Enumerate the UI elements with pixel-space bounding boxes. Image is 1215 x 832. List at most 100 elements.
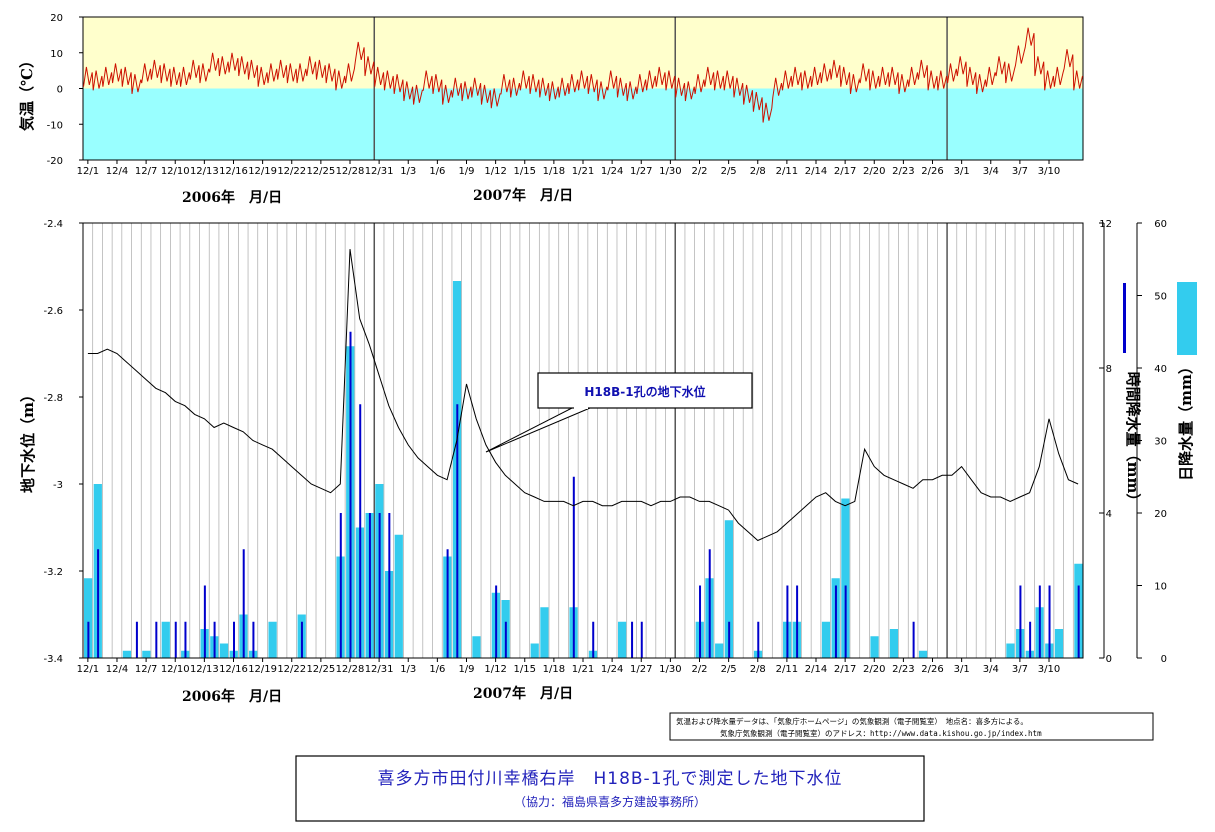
gw-y-tick-label: -2.4 <box>43 219 63 230</box>
hourly-precip-bar <box>388 513 391 658</box>
temp-y-tick-label: 20 <box>50 13 63 24</box>
gw-x-tick-label: 12/22 <box>277 664 306 675</box>
gw-x-tick-label: 1/30 <box>659 664 681 675</box>
daily-tick-label: 40 <box>1154 364 1167 375</box>
gw-y-tick-label: -3 <box>53 480 63 491</box>
gw-day-gridlines <box>92 223 1074 658</box>
temp-year-label-2007: 2007年 月/日 <box>473 187 573 204</box>
hourly-precip-bar <box>572 476 575 658</box>
temp-x-tick-label: 3/10 <box>1038 166 1060 177</box>
hourly-precip-bar <box>912 621 915 658</box>
temperature-line <box>83 27 1083 123</box>
daily-precip-bar <box>219 643 229 658</box>
temp-x-tick-label: 2/20 <box>863 166 885 177</box>
daily-precip-bar <box>1054 629 1064 658</box>
gw-x-tick-label: 1/9 <box>458 664 474 675</box>
temp-x-tick-label: 12/19 <box>248 166 277 177</box>
gw-x-tick-label: 2/14 <box>805 664 827 675</box>
temp-x-tick-label: 12/25 <box>306 166 335 177</box>
temp-below-zero-band <box>83 88 1083 160</box>
gw-y-tick-label: -3.4 <box>43 654 63 665</box>
hourly-precip-bar <box>233 621 235 658</box>
daily-tick-label: 30 <box>1154 437 1167 448</box>
gw-x-tick-label: 2/2 <box>691 664 707 675</box>
daily-precip-bar <box>715 643 724 658</box>
gw-x-tick-label: 1/18 <box>543 664 565 675</box>
hourly-precip-bar <box>184 621 187 658</box>
daily-precip-bar <box>617 621 627 658</box>
hourly-precip-bar <box>135 621 138 658</box>
gw-x-tick-label: 12/10 <box>161 664 190 675</box>
daily-tick-label: 0 <box>1161 654 1167 665</box>
gw-x-tick-label: 2/8 <box>750 664 766 675</box>
hourly-precip-bar <box>446 549 449 658</box>
daily-precip-bar <box>870 636 879 658</box>
temp-x-tick-label: 1/9 <box>458 166 474 177</box>
temp-x-tick-label: 1/18 <box>543 166 565 177</box>
gw-x-tick-label: 1/27 <box>630 664 652 675</box>
note-line-1: 気温および降水量データは、「気象庁ホームページ」の気象観測（電子閲覧室） 地点名… <box>676 716 1028 726</box>
temp-x-tick-label: 2/17 <box>834 166 856 177</box>
gw-x-tick-label: 2/20 <box>863 664 885 675</box>
gw-x-tick-label: 12/16 <box>219 664 248 675</box>
gw-x-tick-label: 2/5 <box>721 664 737 675</box>
temp-x-tick-label: 2/11 <box>776 166 798 177</box>
gw-x-tick-label: 12/31 <box>365 664 394 675</box>
daily-axis-label: 日降水量（mm） <box>1177 359 1195 481</box>
daily-precip-bar <box>540 607 549 658</box>
gw-y-axis-label: 地下水位（m） <box>19 387 37 493</box>
chart-subtitle: （協力：福島県喜多方建設事務所） <box>514 794 706 809</box>
gw-x-tick-label: 1/15 <box>514 664 536 675</box>
temp-x-tick-label: 12/1 <box>77 166 99 177</box>
hourly-precip-bar <box>1038 585 1041 658</box>
hourly-precip-bar <box>87 621 90 658</box>
chart-title: 喜多方市田付川幸橋右岸 H18B-1孔で測定した地下水位 <box>377 769 842 789</box>
hourly-axis-label: 時間降水量（mm） <box>1124 372 1142 509</box>
temp-x-tick-label: 12/13 <box>190 166 219 177</box>
temp-y-tick-label: -10 <box>47 120 63 131</box>
gw-x-tick-label: 1/21 <box>572 664 594 675</box>
hourly-precip-bar <box>796 585 799 658</box>
temp-x-tick-label: 2/26 <box>921 166 943 177</box>
daily-precip-bar <box>724 520 733 658</box>
hourly-precip-bar <box>359 404 362 658</box>
data-source-note: 気温および降水量データは、「気象庁ホームページ」の気象観測（電子閲覧室） 地点名… <box>669 712 1154 741</box>
temp-x-tick-label: 12/16 <box>219 166 248 177</box>
gw-x-tick-label: 12/4 <box>106 664 128 675</box>
hourly-precip-bar <box>203 585 206 658</box>
gw-x-tick-label: 3/7 <box>1012 664 1028 675</box>
temp-x-tick-label: 1/27 <box>630 166 652 177</box>
hourly-tick-label: 8 <box>1106 364 1112 375</box>
temp-y-axis-label: 気温（℃） <box>18 53 36 131</box>
hourly-legend-swatch <box>1123 283 1126 353</box>
groundwater-panel: -2.4 -2.6 -2.8 -3 -3.2 -3.4 12/1 12/4 12/7 12/10… <box>19 219 1197 705</box>
gw-plot-background <box>83 223 1083 658</box>
gw-x-tick-label: 12/28 <box>336 664 365 675</box>
hourly-precip-bar <box>844 585 847 658</box>
hourly-precip-bar <box>504 621 507 658</box>
daily-tick-label: 60 <box>1154 219 1167 230</box>
temp-x-tick-label: 12/22 <box>277 166 306 177</box>
callout-box <box>537 372 753 409</box>
daily-precip-bar <box>472 636 481 658</box>
temp-x-tick-label: 1/12 <box>484 166 506 177</box>
hourly-tick-label: 12 <box>1099 219 1112 230</box>
hourly-precip-bar <box>368 513 371 658</box>
temp-x-tick-label: 2/2 <box>691 166 707 177</box>
temp-x-tick-label: 3/4 <box>983 166 999 177</box>
hourly-precip-bar <box>456 404 459 658</box>
temp-y-ticks: 20 10 0 -10 -20 <box>47 13 83 167</box>
title-box: 喜多方市田付川幸橋右岸 H18B-1孔で測定した地下水位 （協力：福島県喜多方建… <box>295 755 925 822</box>
gw-x-tick-label: 12/7 <box>135 664 157 675</box>
groundwater-line <box>87 249 1079 542</box>
hourly-precip-bar <box>1019 585 1022 658</box>
gw-y-tick-label: -2.6 <box>43 306 63 317</box>
hourly-precip-bar <box>242 549 245 658</box>
hourly-precip-bar <box>592 621 595 658</box>
gw-year-label-2006: 2006年 月/日 <box>182 688 282 705</box>
daily-precip-bar <box>122 650 132 658</box>
gw-x-tick-label: 1/3 <box>400 664 416 675</box>
gw-y-tick-label: -3.2 <box>43 567 63 578</box>
temp-x-tick-label: 12/10 <box>161 166 190 177</box>
